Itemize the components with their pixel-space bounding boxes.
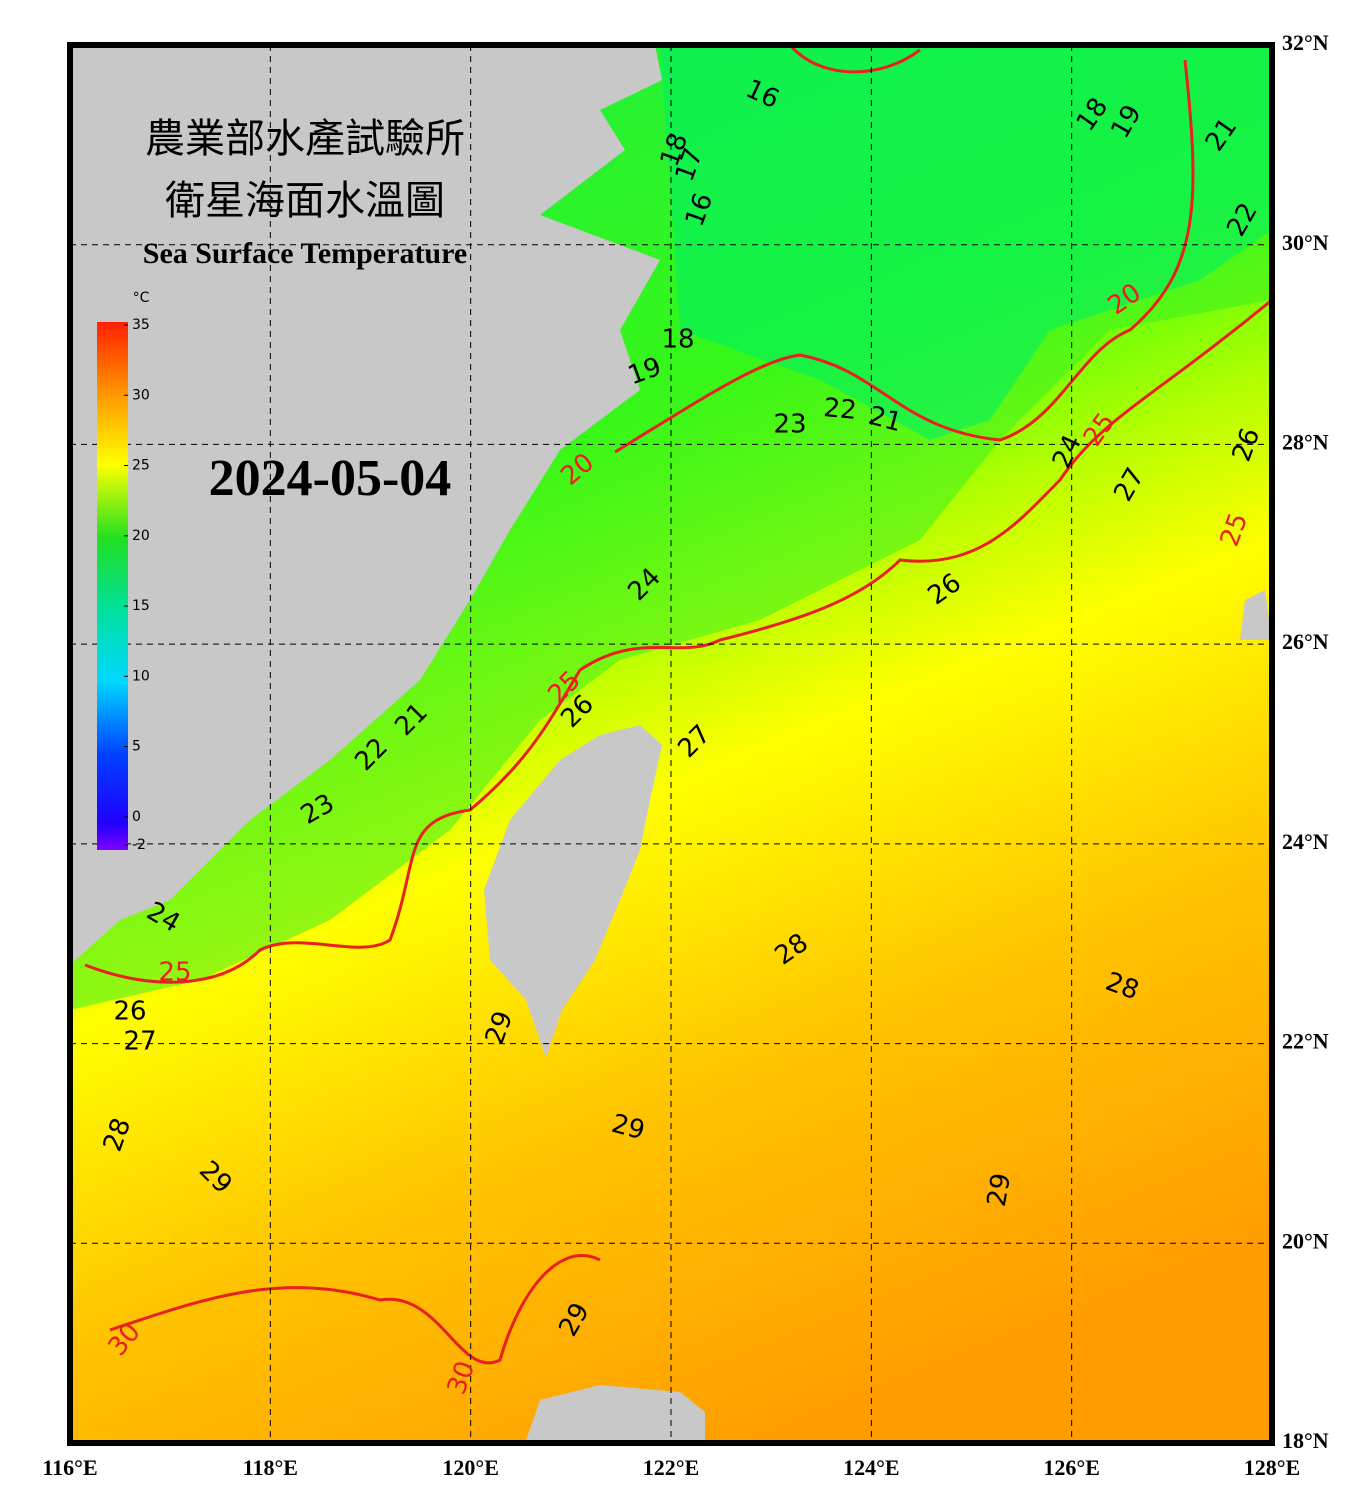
x-tick-label: 118°E: [243, 1455, 298, 1480]
y-tick-label: 24°N: [1282, 829, 1329, 854]
contour-30: [109, 1254, 601, 1365]
y-tick-label: 26°N: [1282, 629, 1329, 654]
colorbar-tick-label: 25: [132, 458, 150, 474]
x-tick-label: 128°E: [1244, 1455, 1300, 1480]
colorbar-tick-label: 10: [132, 668, 150, 684]
contour-label: 29: [982, 1171, 1017, 1209]
taiwan: [484, 725, 662, 1058]
contour-label: 27: [123, 1027, 156, 1057]
x-tick-label: 126°E: [1043, 1455, 1099, 1480]
contour-20: [614, 59, 1195, 454]
y-tick-label: 28°N: [1282, 429, 1329, 454]
colorbar-tick-label: -2: [132, 837, 146, 853]
colorbar-tick-label: 5: [132, 739, 141, 755]
x-tick-label: 124°E: [843, 1455, 899, 1480]
y-tick-label: 32°N: [1282, 30, 1329, 55]
x-tick-label: 122°E: [643, 1455, 699, 1480]
contour-15: [788, 45, 921, 74]
y-tick-label: 18°N: [1282, 1428, 1329, 1453]
colorbar: [97, 322, 128, 850]
x-tick-label: 116°E: [42, 1455, 97, 1480]
contour-label: 22: [822, 393, 858, 426]
title-en: Sea Surface Temperature: [143, 237, 467, 270]
colorbar-tick-label: 20: [132, 528, 150, 544]
title-zh: 農業部水產試驗所: [145, 116, 465, 161]
colorbar-tick-label: 30: [132, 387, 150, 403]
luzon: [525, 1385, 705, 1443]
colorbar-tick-label: 35: [132, 317, 150, 333]
y-tick-label: 30°N: [1282, 230, 1329, 255]
contour-label: 26: [113, 997, 146, 1027]
mainland: [70, 45, 662, 965]
graticule: [70, 45, 1272, 1443]
date: 2024-05-04: [209, 450, 452, 507]
y-tick-label: 22°N: [1282, 1029, 1329, 1054]
contour-label: 25: [158, 958, 191, 988]
colorbar-ticks: 35 30 25 20 15 10 5 0 -2: [124, 317, 150, 853]
contour-25: [84, 298, 1272, 984]
x-tick-label: 120°E: [442, 1455, 498, 1480]
colorbar-unit: °C: [133, 290, 150, 306]
island: [1240, 590, 1272, 640]
map-frame: [67, 42, 1275, 1446]
contour-label: 18: [661, 325, 694, 355]
cold-water: [660, 45, 1272, 440]
colorbar-tick-label: 0: [132, 809, 141, 825]
contour-label: 23: [773, 410, 806, 440]
colorbar-tick-label: 15: [132, 598, 150, 614]
title-zh: 衛星海面水溫圖: [165, 178, 445, 223]
y-tick-label: 20°N: [1282, 1228, 1329, 1253]
